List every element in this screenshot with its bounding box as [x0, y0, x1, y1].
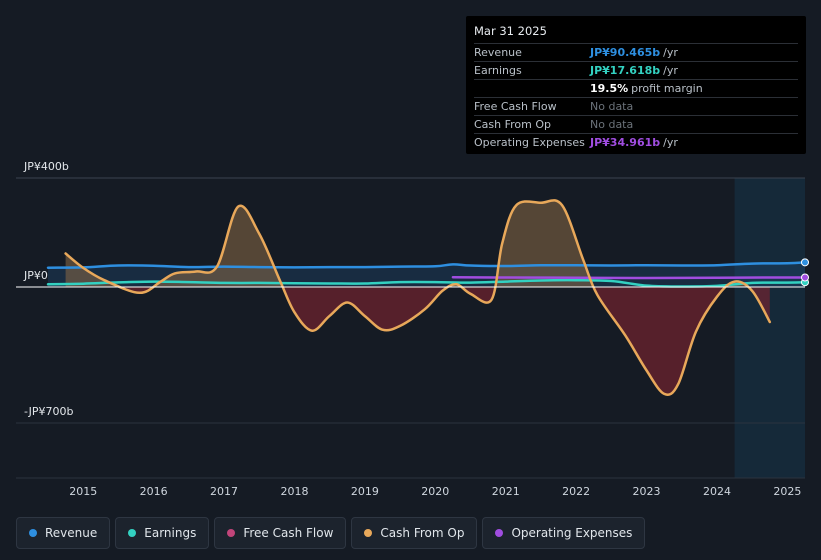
tooltip-row: Earnings JP¥17.618b/yr	[474, 61, 798, 79]
x-axis-label: 2023	[633, 485, 661, 498]
x-axis-label: 2025	[773, 485, 801, 498]
x-axis-label: 2022	[562, 485, 590, 498]
tooltip-row-value: 19.5% profit margin	[590, 82, 703, 95]
tooltip-row: Cash From Op No data	[474, 115, 798, 133]
tooltip-row-unit: /yr	[663, 64, 678, 77]
tooltip-row-value: No data	[590, 118, 634, 131]
revenue-end-dot	[801, 258, 809, 267]
series-end-dots	[801, 258, 809, 287]
tooltip-row-unit: /yr	[663, 136, 678, 149]
legend-item-operating-expenses[interactable]: Operating Expenses	[482, 517, 646, 549]
tooltip-date: Mar 31 2025	[474, 24, 547, 38]
tooltip-row-unit: /yr	[663, 46, 678, 59]
legend-dot-icon	[495, 529, 504, 537]
cash-from-op-negative-area	[65, 287, 770, 395]
legend-label: Revenue	[45, 526, 98, 540]
x-axis-label: 2016	[140, 485, 168, 498]
operating-expenses-line	[451, 275, 807, 280]
x-axis-label: 2020	[421, 485, 449, 498]
legend-item-earnings[interactable]: Earnings	[115, 517, 210, 549]
x-axis-labels: 2015 2016 2017 2018 2019 2020 2021 2022 2023 2024…	[69, 485, 801, 498]
tooltip-row: Free Cash Flow No data	[474, 97, 798, 115]
x-axis-label: 2018	[280, 485, 308, 498]
tooltip-row-value: JP¥17.618b/yr	[590, 64, 678, 77]
tooltip-row-label: Revenue	[474, 46, 522, 59]
forecast-band	[734, 178, 805, 478]
y-axis-label: JP¥0	[23, 269, 48, 282]
y-axis-labels: JP¥400b JP¥0 -JP¥700b	[23, 160, 73, 418]
tooltip-row-value: No data	[590, 100, 634, 113]
tooltip-row-value: JP¥34.961b/yr	[590, 136, 678, 149]
cash-from-op-positive-area	[65, 200, 770, 287]
legend-label: Earnings	[144, 526, 197, 540]
operating-expenses-end-dot	[801, 273, 809, 282]
tooltip-row: Revenue JP¥90.465b/yr	[474, 43, 798, 61]
earnings-line	[46, 278, 807, 288]
revenue-line	[46, 261, 807, 269]
x-axis-label: 2024	[703, 485, 731, 498]
tooltip-row-label: Cash From Op	[474, 118, 552, 131]
tooltip-row: 19.5% profit margin	[474, 79, 798, 97]
cash-from-op-areas	[48, 200, 805, 395]
tooltip-row-label: Free Cash Flow	[474, 100, 557, 113]
legend: Revenue Earnings Free Cash Flow Cash From O…	[16, 517, 646, 549]
cash-from-op-line	[64, 199, 772, 396]
x-axis-label: 2015	[69, 485, 97, 498]
legend-dot-icon	[364, 529, 373, 537]
legend-label: Cash From Op	[380, 526, 465, 540]
legend-dot-icon	[227, 529, 236, 537]
y-axis-label: -JP¥700b	[24, 405, 73, 418]
legend-item-free-cash-flow[interactable]: Free Cash Flow	[214, 517, 347, 549]
legend-label: Operating Expenses	[511, 526, 633, 540]
tooltip-row-label	[474, 80, 590, 97]
tooltip-row-label: Operating Expenses	[474, 136, 585, 149]
legend-label: Free Cash Flow	[243, 526, 334, 540]
x-axis-label: 2021	[492, 485, 520, 498]
legend-dot-icon	[128, 529, 137, 537]
tooltip-row-unit: profit margin	[631, 82, 703, 95]
tooltip-row-value: JP¥90.465b/yr	[590, 46, 678, 59]
legend-dot-icon	[29, 529, 37, 537]
x-axis-label: 2019	[351, 485, 379, 498]
tooltip-row-label: Earnings	[474, 64, 522, 77]
legend-item-cash-from-op[interactable]: Cash From Op	[351, 517, 478, 549]
y-axis-label: JP¥400b	[23, 160, 69, 173]
x-axis-label: 2017	[210, 485, 238, 498]
legend-item-revenue[interactable]: Revenue	[16, 517, 111, 549]
series-lines	[46, 199, 807, 396]
tooltip: Mar 31 2025 Revenue JP¥90.465b/yr Earnings…	[466, 16, 806, 154]
tooltip-row: Operating Expenses JP¥34.961b/yr	[474, 133, 798, 151]
